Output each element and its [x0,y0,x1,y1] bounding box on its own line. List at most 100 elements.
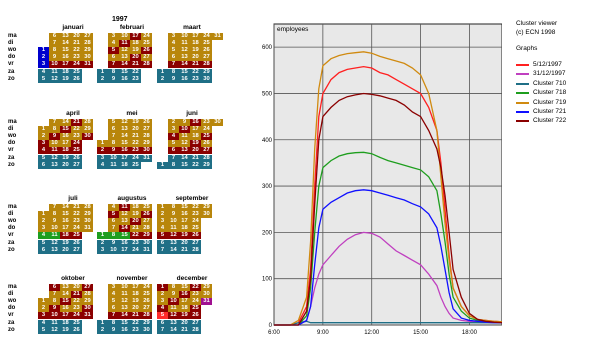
calendar-day[interactable]: 30 [201,291,212,299]
calendar-day[interactable]: 10 [108,246,119,254]
calendar-day[interactable]: 25 [201,40,212,48]
calendar-day[interactable]: 26 [141,211,152,219]
legend-item[interactable]: Cluster 719 [516,99,566,107]
calendar-day[interactable]: 5 [108,47,119,55]
calendar-day[interactable]: 9 [49,305,60,313]
calendar-day[interactable]: 6 [108,126,119,134]
calendar-day[interactable]: 14 [119,133,130,141]
calendar-day[interactable]: 15 [119,68,130,76]
calendar-day[interactable]: 17 [60,140,71,148]
calendar-day[interactable]: 14 [119,61,130,69]
calendar-day[interactable]: 31 [201,298,212,306]
calendar-day[interactable]: 11 [49,147,60,155]
calendar-day[interactable]: 4 [38,232,49,240]
calendar-day[interactable]: 16 [60,133,71,141]
calendar-day[interactable]: 30 [141,147,152,155]
calendar-day[interactable]: 26 [201,47,212,55]
calendar-day[interactable]: 21 [190,61,201,69]
calendar-day[interactable]: 24 [71,61,82,69]
calendar-day[interactable]: 16 [179,75,190,83]
calendar-day[interactable]: 14 [168,326,179,334]
calendar-day[interactable]: 23 [201,119,212,126]
calendar-day[interactable]: 2 [97,147,108,155]
calendar-day[interactable]: 24 [71,225,82,233]
calendar-day[interactable]: 17 [119,154,130,162]
calendar-day[interactable]: 4 [168,40,179,48]
calendar-day[interactable]: 3 [38,140,49,148]
calendar-day[interactable]: 28 [141,133,152,141]
calendar-day[interactable]: 31 [82,312,93,320]
calendar-day[interactable]: 22 [71,298,82,306]
calendar-day[interactable]: 27 [201,54,212,62]
calendar-day[interactable]: 19 [60,75,71,83]
calendar-day[interactable]: 16 [119,239,130,247]
calendar-day[interactable]: 3 [38,225,49,233]
calendar-day[interactable]: 1 [97,319,108,327]
calendar-day[interactable]: 6 [49,33,60,40]
calendar-day[interactable]: 17 [130,284,141,291]
calendar-day[interactable]: 10 [119,33,130,40]
calendar-day[interactable]: 30 [82,218,93,226]
calendar-day[interactable]: 25 [141,204,152,211]
calendar-day[interactable]: 4 [38,319,49,327]
calendar-day[interactable]: 26 [190,232,201,240]
calendar-day[interactable]: 28 [190,326,201,334]
calendar-day[interactable]: 7 [157,246,168,254]
calendar-day[interactable]: 27 [201,147,212,155]
calendar-day[interactable]: 29 [201,161,212,169]
calendar-day[interactable]: 12 [168,232,179,240]
calendar-day[interactable]: 9 [168,291,179,299]
calendar-day[interactable]: 14 [179,154,190,162]
legend-item[interactable]: Cluster 718 [516,89,566,97]
calendar-day[interactable]: 10 [49,140,60,148]
calendar-day[interactable]: 2 [97,75,108,83]
calendar-day[interactable]: 4 [168,133,179,141]
calendar-day[interactable]: 15 [60,211,71,219]
calendar-day[interactable]: 28 [82,204,93,211]
calendar-day[interactable]: 16 [60,218,71,226]
calendar-day[interactable]: 11 [119,291,130,299]
calendar-day[interactable]: 22 [130,140,141,148]
calendar-day[interactable]: 4 [108,40,119,48]
calendar-day[interactable]: 8 [168,161,179,169]
calendar-day[interactable]: 26 [190,312,201,320]
calendar-day[interactable]: 17 [179,298,190,306]
calendar-day[interactable]: 7 [168,61,179,69]
calendar-day[interactable]: 15 [119,319,130,327]
calendar-day[interactable]: 21 [130,312,141,320]
calendar-day[interactable]: 30 [212,119,223,126]
calendar-day[interactable]: 4 [38,147,49,155]
calendar-day[interactable]: 25 [71,319,82,327]
calendar-day[interactable]: 20 [179,239,190,247]
calendar-day[interactable]: 16 [119,147,130,155]
calendar-day[interactable]: 16 [179,291,190,299]
calendar-day[interactable]: 17 [130,33,141,40]
calendar-day[interactable]: 1 [38,47,49,55]
calendar-day[interactable]: 23 [130,75,141,83]
calendar-day[interactable]: 18 [119,161,130,169]
calendar-day[interactable]: 6 [38,161,49,169]
calendar-day[interactable]: 23 [190,211,201,219]
calendar-day[interactable]: 8 [49,298,60,306]
calendar-day[interactable]: 13 [119,126,130,134]
calendar-day[interactable]: 3 [157,298,168,306]
calendar-day[interactable]: 7 [157,326,168,334]
calendar-day[interactable]: 29 [141,319,152,327]
calendar-day[interactable]: 6 [38,246,49,254]
calendar-day[interactable]: 18 [179,225,190,233]
calendar-day[interactable]: 26 [141,47,152,55]
calendar-day[interactable]: 2 [97,326,108,334]
calendar-day[interactable]: 29 [141,232,152,240]
calendar-day[interactable]: 26 [71,75,82,83]
calendar-day[interactable]: 21 [71,40,82,48]
calendar-day[interactable]: 4 [38,68,49,76]
calendar-day[interactable]: 25 [201,133,212,141]
calendar-day[interactable]: 12 [49,75,60,83]
calendar-day[interactable]: 8 [49,126,60,134]
calendar-day[interactable]: 8 [108,319,119,327]
calendar-day[interactable]: 31 [82,61,93,69]
calendar-day[interactable]: 3 [168,33,179,40]
calendar-day[interactable]: 14 [60,119,71,126]
calendar-day[interactable]: 9 [49,54,60,62]
calendar-day[interactable]: 17 [179,218,190,226]
